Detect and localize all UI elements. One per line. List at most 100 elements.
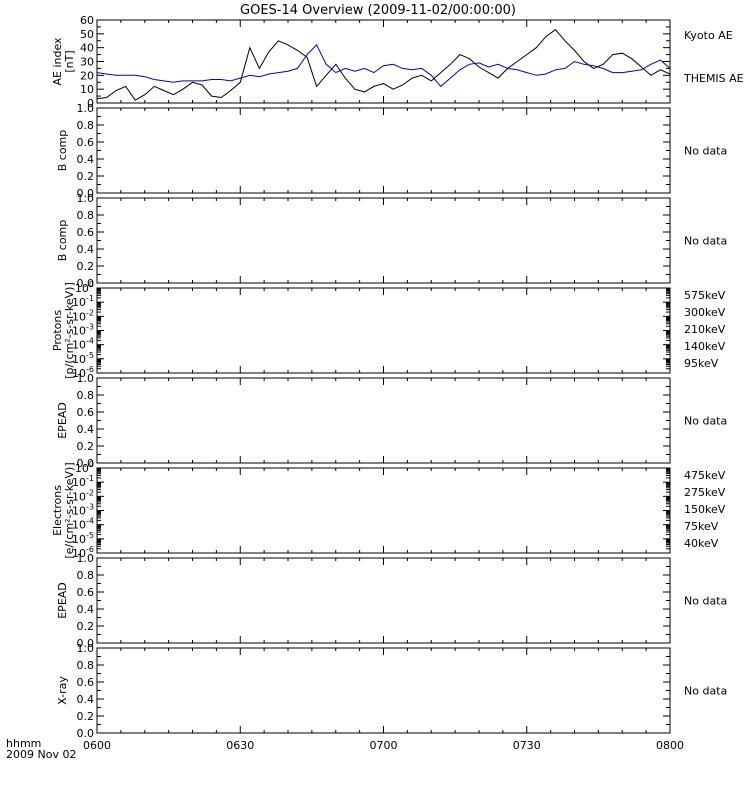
y-tick-label: 0.4: [77, 603, 95, 616]
legend-label-themis-ae: THEMIS AE: [683, 72, 744, 85]
y-axis-label: AE index: [51, 37, 64, 86]
y-tick-label: 20: [80, 69, 94, 82]
panel-frame: [96, 197, 671, 284]
y-axis-label: Electrons: [51, 485, 64, 536]
x-tick-label: 0700: [370, 739, 398, 752]
y-axis-label: B comp: [56, 220, 69, 262]
y-tick-label: 1.0: [77, 552, 95, 565]
panel-epead-2: 0.0 0.2 0.4 0.6 0.8 1.0 EPEAD No data: [56, 552, 727, 650]
y-tick-label: 0.0: [77, 727, 95, 740]
y-tick-label: 10-6: [72, 545, 94, 560]
legend-label-kyoto-ae: Kyoto AE: [684, 29, 733, 42]
y-axis-label: EPEAD: [56, 402, 69, 439]
y-tick-label: 10-3: [72, 503, 94, 518]
no-data-label: No data: [684, 235, 727, 248]
y-tick-label: 0.4: [77, 693, 95, 706]
y-tick-label: 0.4: [77, 243, 95, 256]
x-tick-label: 0630: [226, 739, 254, 752]
x-tick-label: 0600: [83, 739, 111, 752]
y-tick-label: 10-6: [72, 365, 94, 380]
y-tick-label: 100: [75, 460, 94, 475]
x-corner-label-hhmm: hhmm: [6, 737, 41, 750]
series-line-themis-ae: [96, 44, 671, 88]
y-tick-label: 1.0: [77, 102, 95, 115]
y-tick-label: 0.4: [77, 153, 95, 166]
y-tick-label: 0.0: [77, 277, 95, 290]
y-tick-label: 1.0: [77, 642, 95, 655]
y-tick-label: 0.2: [77, 260, 95, 273]
y-tick-label: 0.2: [77, 710, 95, 723]
y-axis-label: Protons: [51, 310, 64, 351]
panel-frame: [96, 647, 671, 734]
y-tick-label: 10-5: [72, 351, 94, 366]
y-tick-label: 0.2: [77, 170, 95, 183]
y-axis-label: EPEAD: [56, 582, 69, 619]
y-tick-label: 10-2: [72, 308, 94, 323]
y-tick-label: 30: [80, 56, 94, 69]
panel-frame: [96, 377, 671, 464]
legend-label-40kev: 40keV: [684, 537, 719, 550]
legend-label-575kev: 575keV: [684, 289, 726, 302]
legend-label-150kev: 150keV: [684, 503, 726, 516]
y-tick-label: 0.4: [77, 423, 95, 436]
x-tick-label: 0730: [513, 739, 541, 752]
no-data-label: No data: [684, 685, 727, 698]
panel-frame: [96, 107, 671, 194]
y-tick-label: 10-3: [72, 323, 94, 338]
y-tick-label: 0.2: [77, 440, 95, 453]
y-tick-label: 0.6: [77, 586, 95, 599]
series-line-kyoto-ae: [96, 29, 671, 101]
panel-frame: [96, 467, 671, 554]
y-tick-label: 0.8: [77, 209, 95, 222]
y-tick-label: 0.8: [77, 119, 95, 132]
no-data-label: No data: [684, 415, 727, 428]
y-tick-label: 0.6: [77, 136, 95, 149]
panel-epead-1: 0.0 0.2 0.4 0.6 0.8 1.0 EPEAD No data: [56, 372, 727, 470]
legend-label-300kev: 300keV: [684, 306, 726, 319]
no-data-label: No data: [684, 595, 727, 608]
y-tick-label: 10-4: [72, 517, 94, 532]
y-tick-label: 0.8: [77, 389, 95, 402]
y-tick-label: 0.6: [77, 226, 95, 239]
panel-frame: [96, 287, 671, 374]
panel-frame: [96, 557, 671, 644]
y-tick-label: 0.0: [77, 187, 95, 200]
legend-label-140kev: 140keV: [684, 340, 726, 353]
y-tick-label: 10: [80, 83, 94, 96]
y-tick-label: 10-2: [72, 488, 94, 503]
y-tick-label: 100: [75, 280, 94, 295]
panel-b-comp-2: 0.0 0.2 0.4 0.6 0.8 1.0 B comp No data: [56, 192, 727, 290]
y-tick-label: 0.2: [77, 620, 95, 633]
y-tick-label: 0.0: [77, 637, 95, 650]
x-corner-label-date: 2009 Nov 02: [6, 748, 76, 761]
y-tick-label: 10-1: [72, 474, 94, 489]
y-axis-label-units: [e/(cm²-s-sr-keV)]: [63, 462, 76, 558]
legend-label-95kev: 95keV: [684, 357, 719, 370]
legend-label-210kev: 210keV: [684, 323, 726, 336]
y-axis-label: B comp: [56, 130, 69, 172]
x-tick-label: 0800: [656, 739, 684, 752]
panel-b-comp-1: 0.0 0.2 0.4 0.6 0.8 1.0 B comp No data: [56, 102, 727, 200]
y-tick-label: 0.0: [77, 457, 95, 470]
legend-label-75kev: 75keV: [684, 520, 719, 533]
legend-label-475kev: 475keV: [684, 469, 726, 482]
y-axis-label: X-ray: [56, 676, 69, 705]
y-tick-label: 1.0: [77, 192, 95, 205]
panel-x-ray: 0.0 0.2 0.4 0.6 0.8 1.0 X-ray No data: [56, 642, 727, 740]
legend-label-275kev: 275keV: [684, 486, 726, 499]
plot-title: GOES-14 Overview (2009-11-02/00:00:00): [240, 3, 516, 18]
y-tick-label: 0.6: [77, 676, 95, 689]
y-tick-label: 0.8: [77, 659, 95, 672]
y-tick-label: 40: [80, 42, 94, 55]
y-tick-label: 0.6: [77, 406, 95, 419]
y-tick-label: 50: [80, 28, 94, 41]
y-axis-label-units: [p/(cm²-s-sr-keV)]: [63, 282, 76, 379]
y-tick-label: 10-4: [72, 337, 94, 352]
no-data-label: No data: [684, 145, 727, 158]
y-tick-label: 60: [80, 14, 94, 27]
y-tick-label: 1.0: [77, 372, 95, 385]
